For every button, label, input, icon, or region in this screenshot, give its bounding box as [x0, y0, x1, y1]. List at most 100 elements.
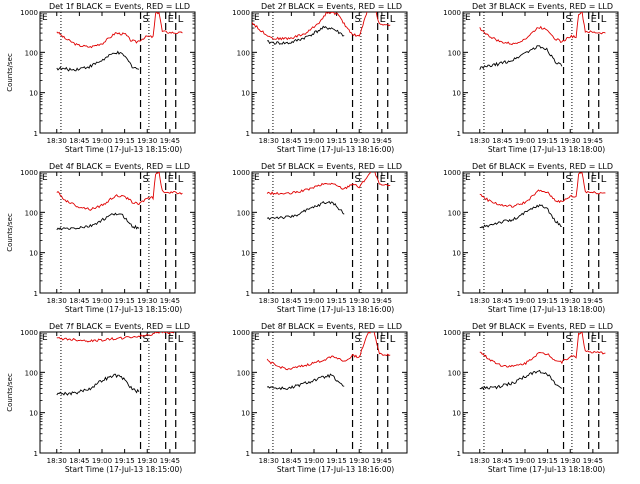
x-tick-label: 19:15	[538, 297, 558, 305]
y-tick-label: 10	[452, 90, 461, 98]
x-tick-label: 19:00	[304, 137, 324, 145]
marker-label-E: E	[380, 334, 386, 345]
y-tick-label: 10	[29, 250, 38, 258]
x-tick-label: 19:45	[160, 297, 180, 305]
y-tick-label: 1000	[443, 329, 461, 337]
x-tick-label: 19:00	[92, 297, 112, 305]
x-tick-label: 18:30	[470, 137, 490, 145]
panel-title: Det 7f BLACK = Events, RED = LLD	[49, 322, 190, 331]
corner-marker: E	[254, 173, 260, 183]
x-tick-label: 18:45	[69, 457, 89, 465]
plot-frame	[251, 171, 408, 294]
series-line-black	[479, 45, 563, 70]
y-tick-label: 10	[241, 410, 250, 418]
marker-label-L: L	[178, 334, 184, 345]
x-tick-label: 19:30	[560, 457, 580, 465]
panel-7: Det 7f BLACK = Events, RED = LLD 1 10 100 10…	[6, 322, 196, 474]
y-tick-label: 100	[25, 209, 38, 217]
marker-label-L: L	[601, 14, 607, 25]
marker-label-E: E	[591, 334, 597, 345]
marker-label-L: L	[390, 14, 396, 25]
panel-2: Det 2f BLACK = Events, RED = LLD 1 10 100 10…	[232, 2, 408, 154]
plot-frame	[251, 331, 408, 454]
y-tick-label: 1	[457, 130, 461, 138]
y-tick-label: 10	[452, 410, 461, 418]
y-axis-label: Counts/sec	[6, 373, 14, 412]
y-tick-label: 1000	[20, 9, 38, 17]
x-axis-label: Start Time (17-Jul-13 18:15:00)	[65, 465, 182, 474]
marker-label-L: L	[178, 14, 184, 25]
x-tick-label: 19:00	[515, 137, 535, 145]
y-tick-label: 1000	[232, 329, 250, 337]
series-line-black	[479, 369, 563, 391]
x-tick-label: 18:45	[492, 137, 512, 145]
marker-label-S: S	[355, 14, 361, 25]
x-tick-label: 19:30	[137, 457, 157, 465]
marker-label-L: L	[601, 334, 607, 345]
x-axis-label: Start Time (17-Jul-13 18:16:00)	[277, 305, 394, 314]
x-tick-label: 19:30	[137, 137, 157, 145]
x-tick-label: 19:15	[115, 297, 135, 305]
y-tick-label: 1000	[232, 169, 250, 177]
y-tick-label: 100	[25, 369, 38, 377]
x-tick-label: 19:30	[349, 137, 369, 145]
x-tick-label: 19:45	[372, 297, 392, 305]
series-line-red	[266, 332, 391, 371]
x-tick-label: 19:00	[515, 457, 535, 465]
y-tick-label: 1	[246, 130, 250, 138]
y-tick-label: 10	[29, 90, 38, 98]
series-line-red	[479, 332, 606, 368]
x-tick-label: 19:15	[538, 457, 558, 465]
marker-label-L: L	[390, 334, 396, 345]
x-tick-label: 19:30	[560, 297, 580, 305]
y-axis-label: Counts/sec	[6, 53, 14, 92]
y-tick-label: 1000	[443, 169, 461, 177]
series-line-red	[56, 172, 183, 211]
panel-title: Det 2f BLACK = Events, RED = LLD	[261, 2, 402, 11]
marker-label-S: S	[143, 14, 149, 25]
series-line-red	[266, 172, 391, 196]
panel-8: Det 8f BLACK = Events, RED = LLD 1 10 100 10…	[232, 322, 408, 474]
x-tick-label: 19:30	[560, 137, 580, 145]
x-tick-label: 18:45	[69, 137, 89, 145]
x-tick-label: 18:30	[470, 457, 490, 465]
x-tick-label: 18:45	[492, 297, 512, 305]
y-tick-label: 10	[452, 250, 461, 258]
corner-marker: E	[254, 13, 260, 23]
y-tick-label: 1	[457, 450, 461, 458]
y-tick-label: 1000	[443, 9, 461, 17]
x-tick-label: 19:45	[160, 137, 180, 145]
series-line-red	[56, 332, 175, 343]
x-tick-label: 18:45	[281, 297, 301, 305]
marker-label-E: E	[168, 14, 174, 25]
x-tick-label: 19:00	[304, 457, 324, 465]
panel-title: Det 1f BLACK = Events, RED = LLD	[49, 2, 190, 11]
x-axis-label: Start Time (17-Jul-13 18:15:00)	[65, 305, 182, 314]
x-tick-label: 19:45	[372, 137, 392, 145]
y-tick-label: 1	[34, 290, 38, 298]
x-tick-label: 18:45	[69, 297, 89, 305]
series-line-black	[56, 212, 140, 231]
plot-frame	[39, 11, 196, 134]
x-tick-label: 19:45	[583, 457, 603, 465]
marker-label-E: E	[168, 334, 174, 345]
panel-title: Det 4f BLACK = Events, RED = LLD	[49, 162, 190, 171]
x-tick-label: 19:00	[304, 297, 324, 305]
marker-label-S: S	[355, 174, 361, 185]
marker-label-E: E	[168, 174, 174, 185]
y-tick-label: 1000	[20, 169, 38, 177]
x-tick-label: 18:30	[47, 137, 67, 145]
x-tick-label: 18:30	[47, 297, 67, 305]
x-tick-label: 19:15	[327, 297, 347, 305]
y-axis-label: Counts/sec	[6, 213, 14, 252]
x-tick-label: 18:30	[47, 457, 67, 465]
x-axis-label: Start Time (17-Jul-13 18:18:00)	[488, 465, 605, 474]
series-line-black	[56, 373, 140, 396]
y-tick-label: 100	[237, 49, 250, 57]
x-tick-label: 19:00	[92, 457, 112, 465]
x-axis-label: Start Time (17-Jul-13 18:15:00)	[65, 145, 182, 154]
x-tick-label: 19:15	[327, 457, 347, 465]
x-tick-label: 18:45	[492, 457, 512, 465]
